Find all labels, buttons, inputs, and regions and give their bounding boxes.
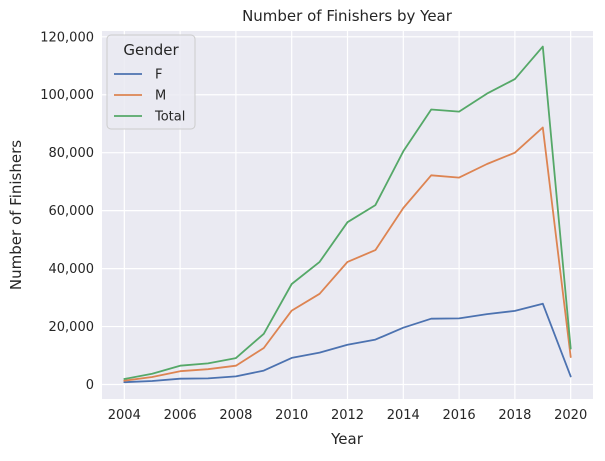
chart-title: Number of Finishers by Year — [242, 7, 453, 25]
x-tick-label: 2004 — [108, 408, 141, 423]
y-axis-label: Number of Finishers — [7, 140, 25, 290]
x-tick-label: 2012 — [331, 408, 364, 423]
x-tick-label: 2006 — [164, 408, 197, 423]
x-tick-label: 2008 — [219, 408, 252, 423]
series-line-f — [123, 302, 572, 384]
y-tick-label: 0 — [86, 378, 94, 393]
y-tick-label: 40,000 — [49, 262, 95, 277]
series-lines — [123, 45, 572, 384]
y-tick-label: 60,000 — [49, 204, 95, 219]
series-line-total — [123, 45, 572, 380]
x-tick-label: 2014 — [387, 408, 420, 423]
legend-label-m: M — [155, 89, 166, 104]
legend-title: Gender — [123, 41, 179, 59]
x-axis-label: Year — [330, 430, 364, 448]
x-tick-label: 2016 — [443, 408, 476, 423]
y-tick-label: 120,000 — [40, 30, 94, 45]
x-tick-label: 2020 — [554, 408, 587, 423]
x-tick-label: 2010 — [275, 408, 308, 423]
legend-box — [106, 34, 196, 130]
x-tick-label: 2018 — [498, 408, 531, 423]
legend-label-f: F — [155, 68, 162, 83]
y-tick-label: 20,000 — [49, 320, 95, 335]
y-tick-label: 100,000 — [40, 88, 94, 103]
legend: Gender FM Total — [106, 34, 196, 130]
series-line-m — [123, 126, 572, 382]
y-tick-label: 80,000 — [49, 146, 95, 161]
legend-label-total: Total — [154, 110, 185, 125]
tick-labels: 0 20,000 40,000 60,000 80,000 100,000 120,000 2… — [40, 30, 587, 423]
